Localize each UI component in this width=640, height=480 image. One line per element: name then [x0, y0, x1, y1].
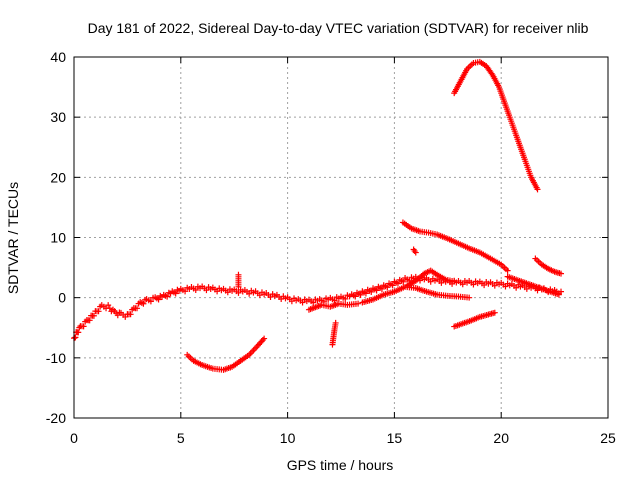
data-point: [95, 308, 102, 315]
data-point: [352, 293, 359, 300]
data-point: [373, 287, 380, 294]
series-spike-8: [235, 271, 242, 290]
x-tick-label: 25: [600, 430, 616, 446]
data-point: [412, 249, 419, 256]
data-point: [80, 323, 87, 330]
data-point: [504, 267, 511, 274]
data-point: [378, 285, 385, 292]
data-point: [224, 289, 231, 296]
data-point: [235, 283, 242, 290]
series-spike-12: [329, 319, 339, 348]
data-point: [235, 289, 242, 296]
y-axis-title: SDTVAR / TECUs: [5, 182, 21, 294]
series-main-band: [71, 273, 565, 342]
data-point: [400, 278, 407, 285]
series-scatter-12: [305, 300, 362, 313]
data-point: [558, 270, 565, 277]
y-tick-label: 30: [50, 109, 66, 125]
y-tick-label: 40: [50, 49, 66, 65]
grid: [74, 57, 608, 418]
y-tick-label: -10: [46, 350, 66, 366]
data-point: [394, 280, 401, 287]
data-point: [470, 281, 477, 288]
series-right-rising: [504, 273, 562, 298]
x-axis-title: GPS time / hours: [287, 457, 394, 473]
data-point: [172, 290, 179, 297]
data-point: [127, 311, 134, 318]
series-descending-line: [399, 219, 511, 274]
series-lower-right: [451, 309, 498, 330]
data-point: [86, 317, 93, 324]
data-point: [75, 329, 82, 336]
series-spike-16: [410, 246, 419, 256]
data-point: [164, 293, 171, 300]
y-tick-label: 0: [58, 290, 66, 306]
y-tick-label: 20: [50, 169, 66, 185]
data-point: [362, 290, 369, 297]
data-point: [105, 302, 112, 309]
data-point: [491, 282, 498, 289]
data-point: [261, 335, 268, 342]
data-point: [106, 305, 113, 312]
series-lower-dip: [184, 335, 268, 373]
data-point: [368, 288, 375, 295]
data-point: [466, 294, 473, 301]
x-tick-label: 0: [70, 430, 78, 446]
data-point: [90, 312, 97, 319]
series-mid-upper: [404, 267, 458, 289]
data-point: [459, 281, 466, 288]
series-mid-lower: [359, 283, 473, 306]
data-point: [342, 295, 349, 302]
series-high-arc: [451, 58, 541, 193]
y-tick-label: 10: [50, 230, 66, 246]
data-point: [310, 299, 317, 306]
data-point: [192, 287, 199, 294]
data-point: [451, 278, 458, 285]
data-point: [72, 334, 79, 341]
x-tick-label: 15: [387, 430, 403, 446]
data-series: [71, 58, 565, 373]
y-tick-label: -20: [46, 410, 66, 426]
data-point: [355, 300, 362, 307]
data-point: [384, 284, 391, 291]
data-point: [182, 288, 189, 295]
data-point: [140, 300, 147, 307]
data-point: [357, 291, 364, 298]
data-point: [134, 305, 141, 312]
chart-title: Day 181 of 2022, Sidereal Day-to-day VTE…: [88, 20, 589, 36]
data-point: [155, 296, 162, 303]
data-point: [558, 288, 565, 295]
data-point: [389, 282, 396, 289]
data-point: [491, 309, 498, 316]
series-right-upper: [532, 255, 565, 277]
x-tick-label: 5: [177, 430, 185, 446]
data-point: [147, 298, 154, 305]
data-point: [534, 186, 541, 193]
data-point: [299, 299, 306, 306]
data-point: [555, 291, 562, 298]
ticks: 0 5 10 15 20 25 -20 -10 0 10 20 30 40: [46, 49, 616, 446]
data-point: [331, 297, 338, 304]
data-point: [481, 282, 488, 289]
x-tick-label: 20: [493, 430, 509, 446]
x-tick-label: 10: [280, 430, 296, 446]
data-point: [332, 319, 339, 326]
